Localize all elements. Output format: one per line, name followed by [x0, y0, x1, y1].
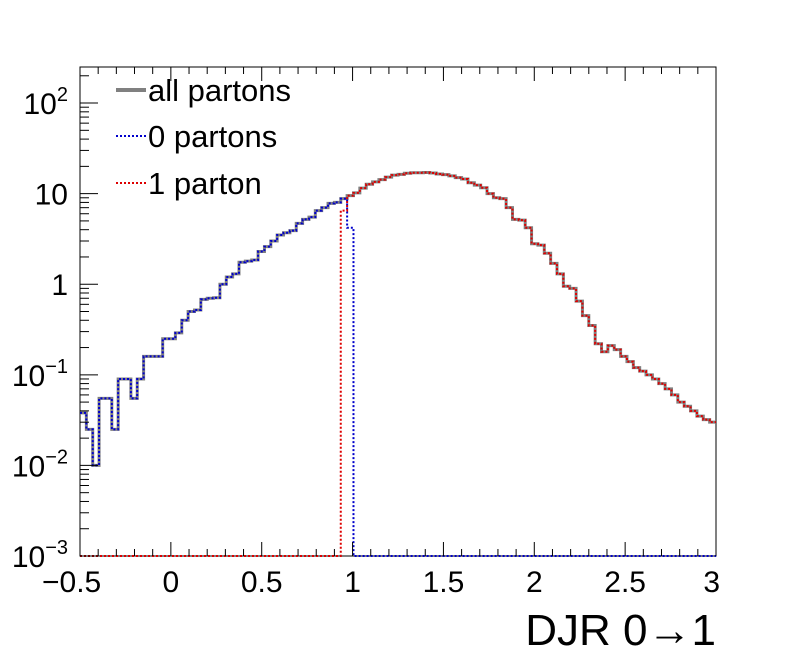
y-tick-label: 10−2	[12, 446, 68, 483]
axis-ticks	[79, 67, 717, 557]
x-axis-title: DJR 0→1	[525, 606, 716, 655]
legend-label: 0 partons	[148, 119, 277, 154]
x-tick-label: 1	[344, 566, 361, 599]
legend-label: all partons	[148, 73, 291, 108]
y-tick-label: 102	[24, 84, 69, 121]
series-curves	[80, 171, 716, 557]
x-tick-label: 1.5	[423, 566, 465, 599]
x-tick-labels: −0.5 0 0.5 1 1.5 2 2.5 3	[42, 566, 720, 599]
legend-label: 1 parton	[148, 166, 262, 201]
x-tick-label: 2	[526, 566, 543, 599]
series-0-partons-line	[80, 197, 716, 557]
series-all-partons-line	[80, 171, 716, 467]
y-tick-label: 10−3	[12, 537, 68, 574]
series-1-parton-line	[80, 171, 716, 557]
x-tick-label: 0	[163, 566, 180, 599]
legend: all partons 0 partons 1 parton	[116, 73, 291, 201]
y-tick-label: 1	[51, 269, 68, 302]
x-tick-label: 2.5	[604, 566, 646, 599]
y-tick-labels: 10−3 10−2 10−1 1 10 102	[12, 84, 68, 574]
y-tick-label: 10	[35, 179, 68, 212]
x-tick-label: 3	[703, 566, 720, 599]
y-tick-label: 10−1	[12, 356, 68, 393]
x-tick-label: −0.5	[42, 566, 101, 599]
x-tick-label: 0.5	[241, 566, 283, 599]
